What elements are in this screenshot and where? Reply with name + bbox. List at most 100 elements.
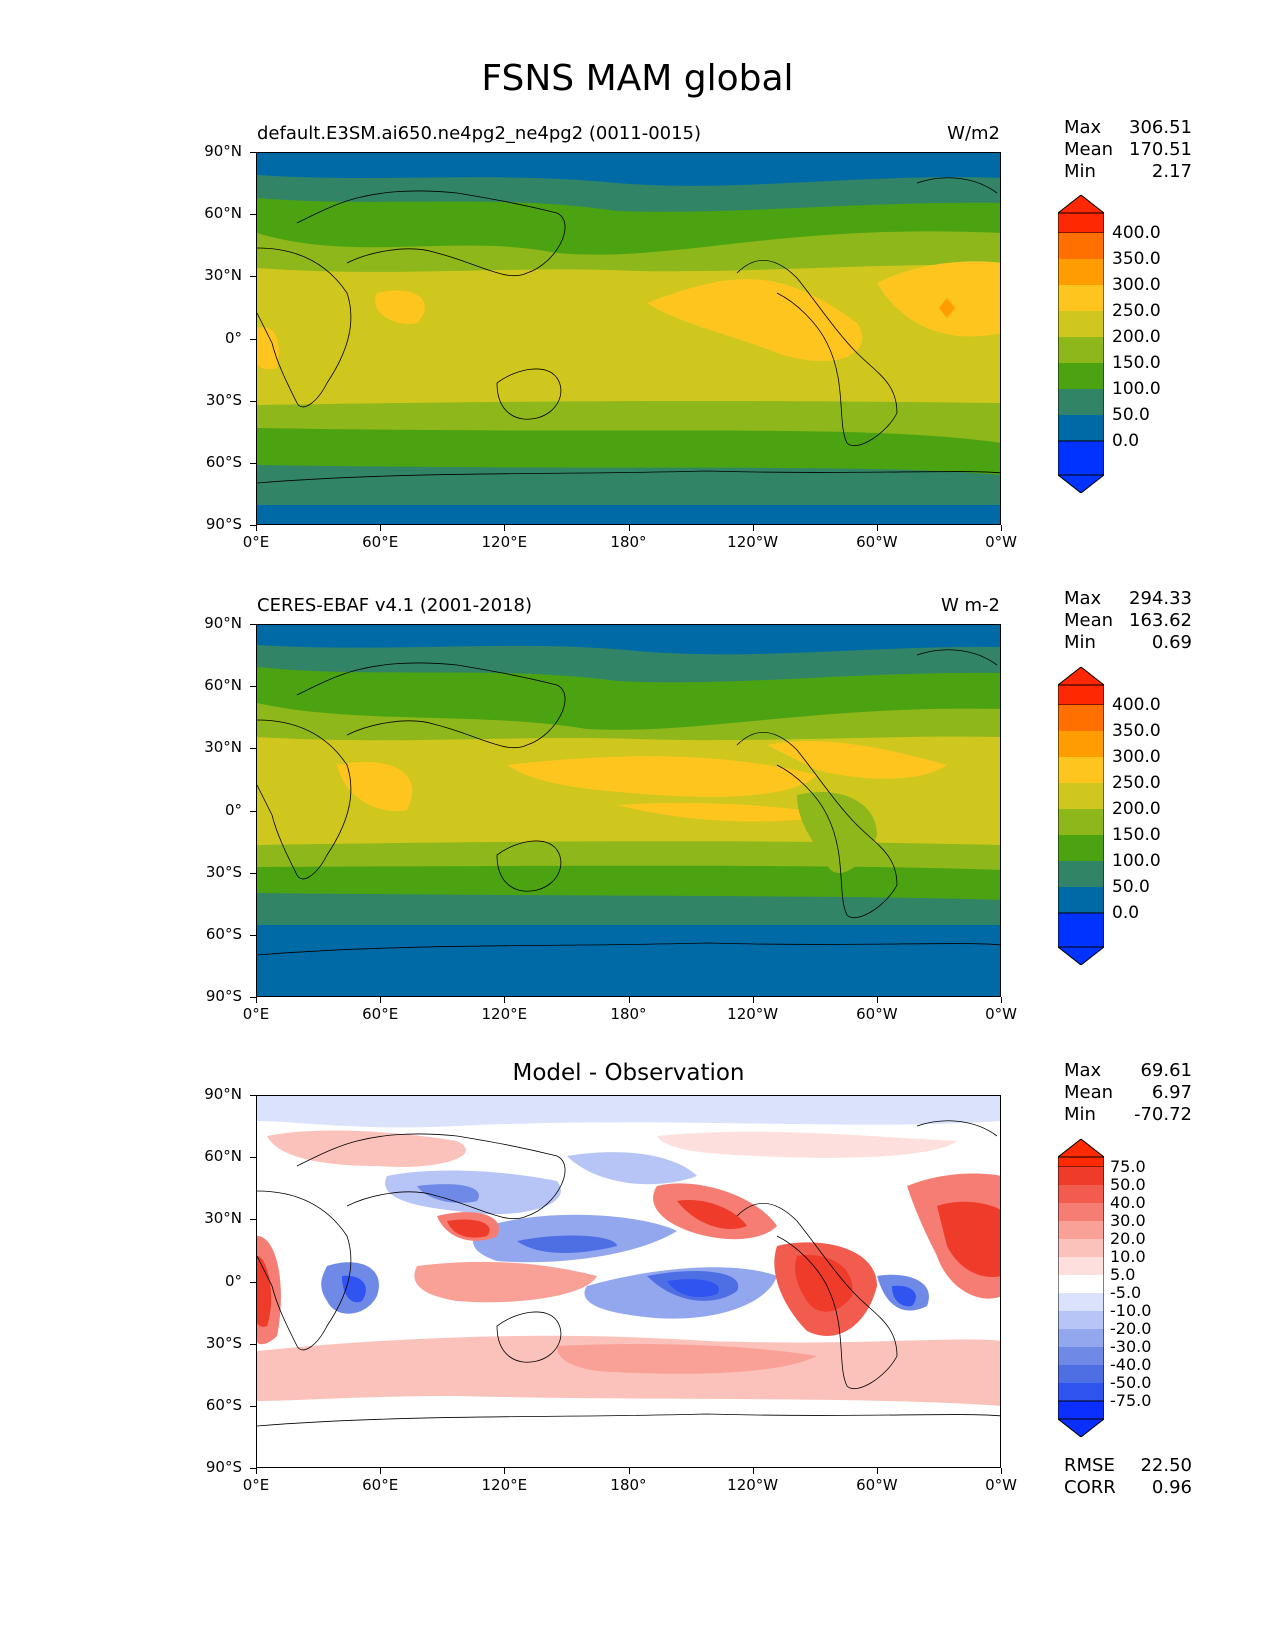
lon-tick [1001, 997, 1002, 1003]
figure-title: FSNS MAM global [481, 58, 794, 99]
colorbar-tick-label: 250.0 [1112, 773, 1161, 793]
lon-tick-label: 60°W [856, 1005, 898, 1023]
corr-label: CORR [1064, 1477, 1116, 1498]
colorbar-tick-label: 350.0 [1112, 721, 1161, 741]
lon-tick-label: 0°E [242, 1476, 270, 1494]
lat-tick [250, 1405, 256, 1407]
colorbar-tick-label: 350.0 [1112, 249, 1161, 269]
colorbar-tick-label: 30.0 [1110, 1211, 1146, 1230]
stat-max-label: Max [1064, 117, 1102, 138]
lat-tick [250, 525, 256, 526]
lon-tick-label: 60°W [856, 533, 898, 551]
lon-tick [628, 1468, 630, 1474]
colorbar-tick-label: 5.0 [1110, 1265, 1136, 1284]
lon-tick-label: 0°W [985, 1476, 1017, 1494]
panel1-title: default.E3SM.ai650.ne4pg2_ne4pg2 (0011-0… [257, 123, 702, 144]
stat-min-value: 0.69 [1151, 632, 1192, 653]
lat-tick [250, 400, 256, 402]
lat-tick [250, 872, 256, 874]
lon-tick [628, 997, 630, 1003]
stat-mean-label: Mean [1064, 139, 1114, 160]
lon-tick-label: 120°E [481, 1005, 528, 1023]
colorbar-tick-label: -10.0 [1110, 1301, 1152, 1320]
lon-tick-label: 60°W [856, 1476, 898, 1494]
lon-tick [504, 997, 506, 1003]
lat-tick-label: 90°N [204, 142, 242, 160]
lat-tick [250, 338, 256, 340]
lat-tick [250, 1157, 256, 1159]
lon-tick [752, 997, 754, 1003]
lat-tick-label: 90°S [205, 1458, 242, 1476]
lon-tick [1001, 525, 1002, 531]
lon-tick-label: 0°E [242, 533, 270, 551]
stat-max-value: 294.33 [1129, 588, 1192, 609]
stat-max-label: Max [1064, 588, 1102, 609]
lat-tick-label: 0° [224, 1271, 242, 1290]
lon-tick [380, 525, 382, 531]
panel2-stats: Max 294.33 Mean 163.62 Min 0.69 [1064, 588, 1192, 654]
colorbar-tick-label: 100.0 [1112, 851, 1161, 871]
stat-min-label: Min [1064, 161, 1096, 182]
lon-tick [504, 1468, 506, 1474]
lat-tick-label: 60°S [205, 1395, 242, 1414]
lat-tick [250, 934, 256, 936]
colorbar-tick-label: 40.0 [1110, 1193, 1146, 1212]
lat-tick [250, 1281, 256, 1283]
lat-tick-label: 0° [224, 328, 242, 347]
panel2-colorbar [1058, 667, 1104, 965]
colorbar-tick-label: 50.0 [1110, 1175, 1146, 1194]
lat-tick-label: 30°N [204, 266, 242, 285]
lon-tick-label: 60°E [362, 1476, 399, 1494]
panel2-map [256, 624, 1001, 997]
lat-tick [250, 1095, 256, 1096]
panel3-metrics: RMSE 22.50 CORR 0.96 [1064, 1455, 1192, 1499]
colorbar-tick-label: 400.0 [1112, 223, 1161, 243]
lon-tick-label: 120°W [727, 1476, 779, 1494]
lat-tick-label: 60°N [204, 676, 242, 695]
lat-tick [250, 686, 256, 688]
lat-tick-label: 30°S [205, 1333, 242, 1352]
lat-tick-label: 90°N [204, 614, 242, 632]
colorbar-tick-label: 0.0 [1112, 903, 1140, 923]
colorbar-tick-label: 300.0 [1112, 275, 1161, 295]
stat-max-label: Max [1064, 1060, 1102, 1081]
lat-tick-label: 90°N [204, 1085, 242, 1103]
panel2-title: CERES-EBAF v4.1 (2001-2018) [257, 595, 533, 616]
lat-tick [250, 276, 256, 278]
stat-min-value: -70.72 [1133, 1104, 1192, 1125]
colorbar-tick-label: -30.0 [1110, 1337, 1152, 1356]
lat-tick-label: 30°N [204, 738, 242, 757]
lon-tick [876, 1468, 878, 1474]
colorbar-tick-label: -5.0 [1110, 1283, 1142, 1302]
stat-min-label: Min [1064, 1104, 1096, 1125]
corr-value: 0.96 [1151, 1477, 1192, 1498]
panel1-units: W/m2 [947, 123, 1000, 144]
lat-tick-label: 30°S [205, 390, 242, 409]
panel1-map [256, 152, 1001, 525]
colorbar-tick-label: 200.0 [1112, 799, 1161, 819]
colorbar-tick-label: 300.0 [1112, 747, 1161, 767]
colorbar-tick-label: 20.0 [1110, 1229, 1146, 1248]
colorbar-tick-label: 200.0 [1112, 327, 1161, 347]
lat-tick-label: 60°N [204, 1147, 242, 1166]
panel2-units: W m-2 [940, 595, 1000, 616]
colorbar-tick-label: 75.0 [1110, 1157, 1146, 1176]
lon-tick [256, 525, 257, 531]
lat-tick [250, 810, 256, 812]
lat-tick-label: 90°S [205, 515, 242, 533]
colorbar-tick-label: 250.0 [1112, 301, 1161, 321]
lon-tick [1001, 1468, 1002, 1474]
lon-tick [752, 1468, 754, 1474]
panel1-colorbar [1058, 195, 1104, 493]
panel3-map [256, 1095, 1001, 1468]
colorbar-tick-label: 150.0 [1112, 825, 1161, 845]
lat-tick-label: 60°N [204, 204, 242, 223]
stat-mean-value: 170.51 [1129, 139, 1192, 160]
lon-tick [752, 525, 754, 531]
colorbar-tick-label: -20.0 [1110, 1319, 1152, 1338]
lat-tick-label: 90°S [205, 987, 242, 1005]
colorbar-tick-label: 400.0 [1112, 695, 1161, 715]
colorbar-tick-label: 50.0 [1112, 877, 1150, 897]
panel3-colorbar [1058, 1139, 1104, 1437]
lat-tick-label: 60°S [205, 452, 242, 471]
